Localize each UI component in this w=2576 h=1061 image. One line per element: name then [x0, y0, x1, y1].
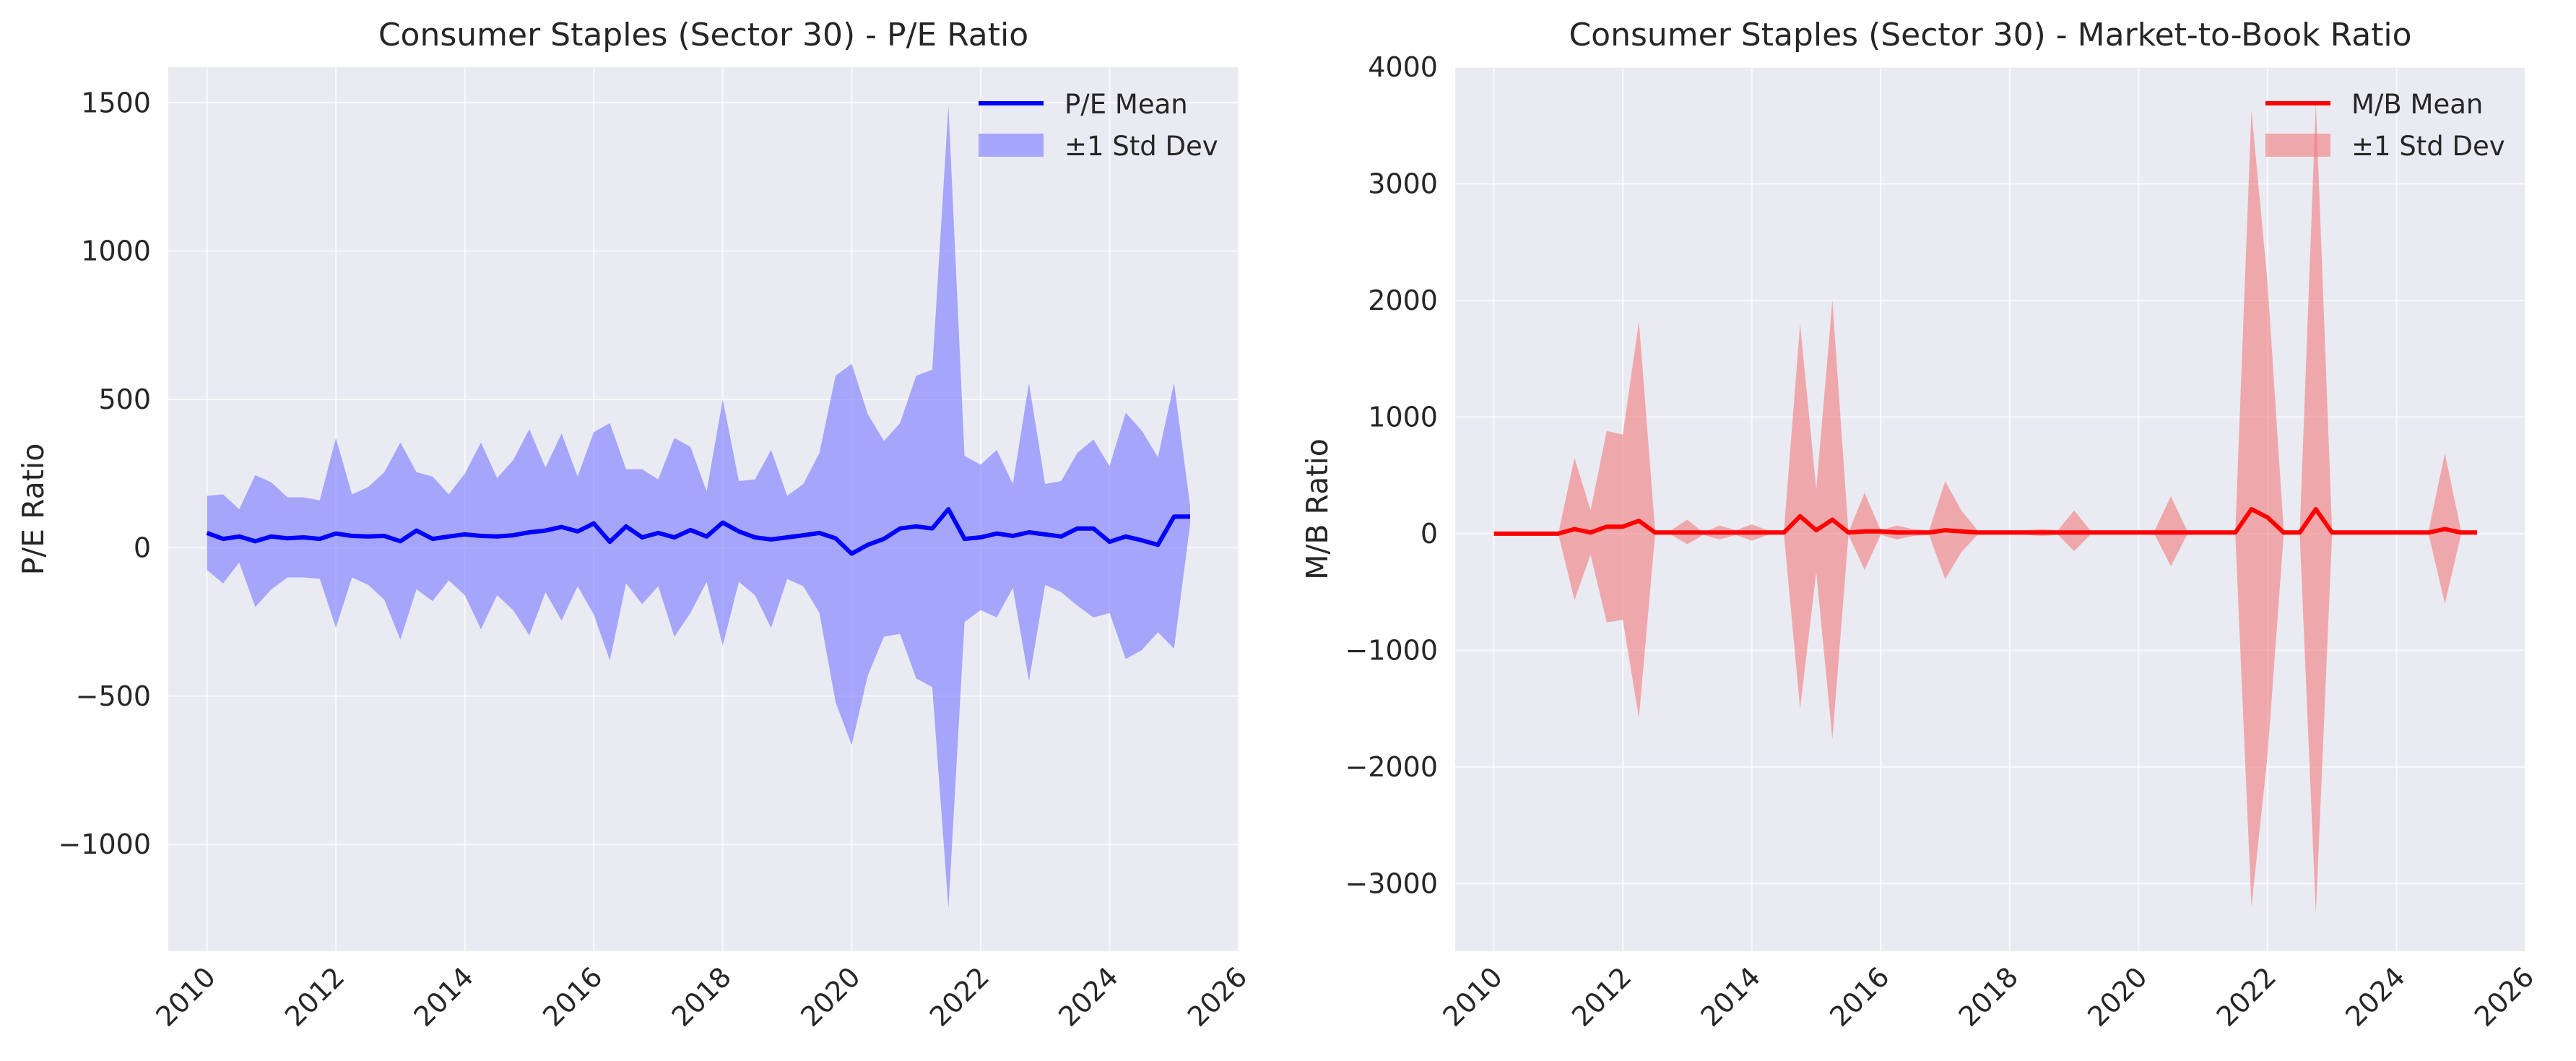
mb-std-band	[1493, 102, 2477, 914]
pe-legend-band-label: ±1 Std Dev	[1064, 131, 1218, 162]
pe-x-tick-label: 2016	[537, 961, 609, 1033]
mb-y-tick-label: −1000	[1345, 634, 1438, 666]
mb-x-tick-label: 2018	[1953, 961, 2025, 1033]
mb-x-tick-label: 2014	[1695, 961, 1767, 1033]
pe-y-ticks: −1000 −500 0 500 1000 1500	[58, 87, 151, 860]
mb-y-tick-label: 3000	[1368, 168, 1438, 199]
mb-y-tick-label: 1000	[1368, 401, 1438, 433]
pe-mean-line	[206, 507, 1190, 556]
mb-x-tick-label: 2022	[2211, 961, 2283, 1033]
pe-x-tick-label: 2024	[1052, 961, 1124, 1033]
mb-x-tick-label: 2024	[2339, 961, 2411, 1033]
mb-y-tick-label: 0	[1421, 518, 1438, 550]
pe-y-tick-label: 1000	[81, 235, 151, 267]
mb-x-tick-label: 2012	[1566, 961, 1638, 1033]
pe-y-tick-label: −1000	[58, 828, 151, 860]
mb-x-ticks: 2010 2012 2014 2016 2018 2020 2022 2024 2026	[1436, 961, 2540, 1033]
pe-y-tick-label: 0	[134, 532, 151, 563]
mb-x-tick-label: 2010	[1436, 961, 1509, 1033]
mb-gridlines	[1455, 66, 2526, 951]
mb-legend-band-label: ±1 Std Dev	[2351, 131, 2505, 162]
pe-chart-title: Consumer Staples (Sector 30) - P/E Ratio	[378, 17, 1028, 53]
mb-x-tick-label: 2026	[2468, 961, 2541, 1033]
pe-y-tick-label: 1500	[81, 87, 151, 118]
mb-y-tick-label: 2000	[1368, 285, 1438, 316]
pe-y-tick-label: 500	[98, 384, 151, 415]
mb-y-axis-label: M/B Ratio	[1300, 438, 1335, 580]
pe-x-ticks: 2010 2012 2014 2016 2018 2020 2022 2024 2026	[149, 961, 1253, 1033]
mb-legend: M/B Mean ±1 Std Dev	[2265, 89, 2505, 162]
pe-legend: P/E Mean ±1 Std Dev	[979, 89, 1218, 162]
mb-x-tick-label: 2016	[1823, 961, 1896, 1033]
pe-legend-band-swatch	[979, 134, 1044, 157]
mb-y-ticks: −3000 −2000 −1000 0 1000 2000 3000 4000	[1345, 51, 1438, 899]
mb-legend-band-swatch	[2265, 134, 2330, 157]
pe-x-tick-label: 2014	[408, 961, 480, 1033]
mb-chart-title: Consumer Staples (Sector 30) - Market-to…	[1569, 17, 2411, 53]
mb-legend-mean-label: M/B Mean	[2351, 89, 2483, 120]
pe-y-axis-label: P/E Ratio	[16, 443, 51, 576]
pe-x-tick-label: 2010	[149, 961, 222, 1033]
mb-y-tick-label: 4000	[1368, 51, 1438, 83]
mb-mean-line	[1493, 507, 2477, 536]
pe-x-tick-label: 2020	[794, 961, 867, 1033]
pe-x-tick-label: 2018	[666, 961, 738, 1033]
pe-x-tick-label: 2026	[1181, 961, 1254, 1033]
pe-x-tick-label: 2012	[279, 961, 351, 1033]
mb-y-tick-label: −3000	[1345, 867, 1438, 899]
pe-x-tick-label: 2022	[924, 961, 996, 1033]
mb-y-tick-label: −2000	[1345, 751, 1438, 783]
pe-legend-mean-label: P/E Mean	[1064, 89, 1188, 120]
mb-x-tick-label: 2020	[2081, 961, 2154, 1033]
pe-y-tick-label: −500	[76, 680, 151, 712]
pe-std-band	[207, 105, 1191, 909]
